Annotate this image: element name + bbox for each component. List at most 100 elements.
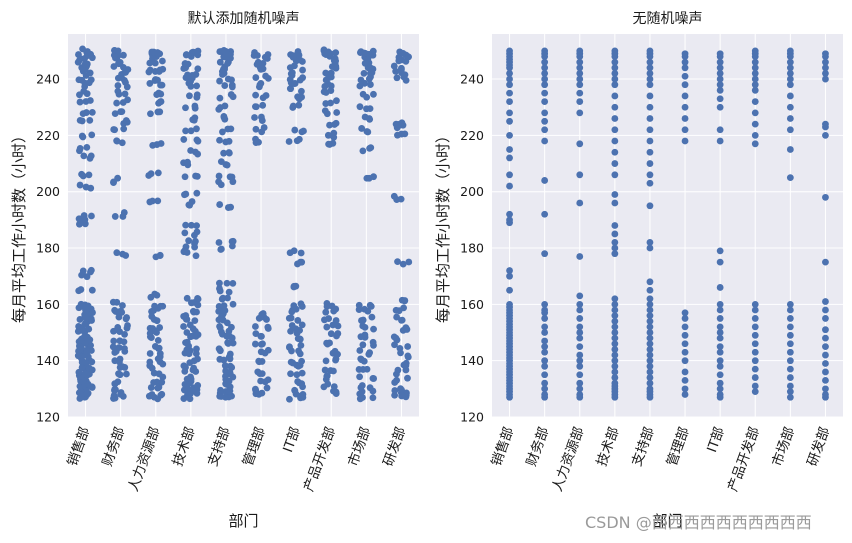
x-tick-label: 产品开发部 (725, 425, 763, 494)
data-point (146, 66, 154, 74)
data-point (224, 204, 232, 211)
data-point (576, 292, 584, 300)
data-point (288, 322, 296, 329)
data-point (576, 58, 584, 66)
data-point (286, 64, 294, 72)
data-point (370, 90, 377, 98)
data-point (287, 358, 295, 366)
data-point (576, 343, 584, 350)
x-tick-label: 市场部 (768, 425, 798, 469)
data-point (290, 247, 298, 255)
data-point (323, 323, 331, 331)
data-point (123, 370, 130, 378)
data-point (121, 345, 128, 352)
data-point (646, 357, 654, 365)
data-point (285, 314, 293, 322)
data-point (541, 137, 549, 145)
data-point (751, 300, 759, 308)
data-point (83, 60, 91, 68)
data-point (576, 385, 584, 393)
data-point (223, 319, 231, 327)
data-point (258, 113, 265, 121)
data-point (332, 390, 340, 397)
data-point (541, 379, 549, 387)
data-point (398, 392, 406, 400)
data-point (369, 338, 377, 346)
data-point (145, 392, 153, 400)
data-point (294, 260, 301, 268)
data-point (285, 138, 293, 145)
data-point (646, 362, 654, 370)
data-point (297, 341, 305, 349)
data-point (646, 385, 654, 393)
data-point (291, 387, 299, 395)
data-point (541, 126, 549, 134)
data-point (716, 75, 724, 83)
plot-background (492, 34, 843, 417)
data-point (115, 344, 123, 351)
data-point (786, 393, 794, 401)
data-point (681, 50, 689, 58)
data-point (716, 258, 724, 266)
data-point (86, 116, 94, 124)
data-point (646, 126, 654, 134)
data-point (228, 76, 235, 84)
data-point (786, 92, 794, 100)
data-point (328, 302, 336, 310)
data-point (116, 337, 124, 345)
data-point (401, 297, 409, 304)
data-point (751, 140, 759, 148)
data-point (155, 89, 163, 97)
data-point (293, 137, 301, 145)
data-point (193, 222, 200, 230)
data-point (121, 330, 128, 338)
data-point (363, 174, 371, 182)
data-point (611, 103, 619, 111)
x-tick-label: 技术部 (170, 425, 199, 469)
data-point (541, 117, 549, 125)
data-point (716, 103, 724, 111)
y-tick-label: 120 (460, 410, 484, 425)
data-point (258, 389, 266, 397)
data-point (298, 321, 306, 329)
x-tick-label: 管理部 (664, 425, 693, 469)
data-point (153, 317, 161, 325)
data-point (611, 137, 619, 145)
data-point (76, 98, 84, 106)
data-point (822, 391, 829, 398)
data-point (751, 81, 759, 89)
data-point (646, 374, 654, 381)
data-point (541, 315, 549, 322)
data-point (576, 300, 584, 308)
data-point (298, 128, 306, 136)
data-point (226, 350, 234, 358)
y-tick-label: 180 (460, 241, 484, 256)
data-point (751, 98, 759, 105)
data-point (225, 288, 233, 296)
data-point (149, 55, 156, 62)
data-point (646, 58, 654, 66)
data-point (716, 64, 724, 72)
data-point (646, 75, 654, 83)
data-point (325, 140, 333, 148)
data-point (541, 89, 549, 97)
data-point (81, 83, 89, 90)
data-point (681, 64, 689, 72)
x-tick-label: 人力资源部 (125, 425, 163, 494)
data-point (331, 347, 339, 355)
data-point (145, 172, 153, 179)
data-point (190, 364, 198, 372)
data-point (611, 222, 619, 229)
data-point (85, 364, 93, 372)
data-point (148, 308, 155, 315)
data-point (322, 357, 330, 365)
data-point (396, 48, 404, 56)
data-point (228, 238, 236, 245)
data-point (295, 101, 303, 109)
data-point (541, 75, 549, 83)
data-point (157, 81, 164, 89)
data-point (120, 125, 128, 133)
data-point (216, 136, 223, 144)
data-point (185, 237, 193, 245)
data-point (220, 65, 227, 73)
